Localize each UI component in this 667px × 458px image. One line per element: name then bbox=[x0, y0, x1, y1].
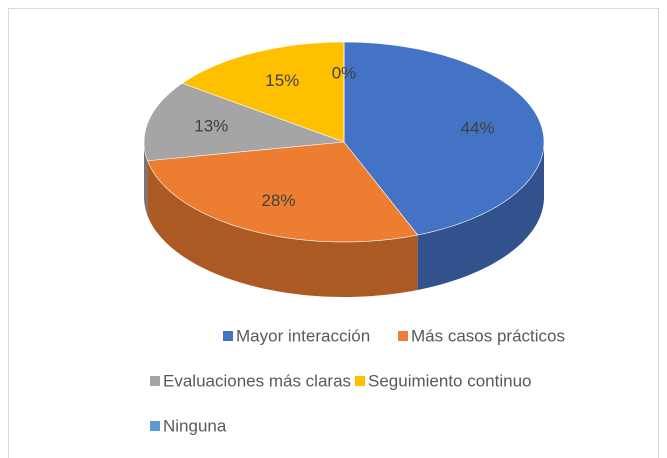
data-label: 0% bbox=[332, 63, 357, 82]
legend-swatch bbox=[398, 331, 408, 341]
data-label: 44% bbox=[461, 119, 495, 138]
slice-side bbox=[147, 160, 418, 297]
slice-side bbox=[417, 142, 544, 290]
legend-label: Evaluaciones más claras bbox=[163, 371, 351, 390]
chart-border bbox=[8, 8, 659, 458]
data-label: 15% bbox=[265, 71, 299, 90]
legend-label: Mayor interacción bbox=[236, 326, 370, 345]
slice bbox=[343, 41, 545, 236]
slice bbox=[147, 141, 419, 243]
legend-swatch bbox=[150, 421, 160, 431]
legend-swatch bbox=[150, 376, 160, 386]
data-label: 28% bbox=[261, 191, 295, 210]
legend-swatch bbox=[355, 376, 365, 386]
slice bbox=[143, 82, 345, 162]
legend-label: Más casos prácticos bbox=[411, 326, 565, 345]
legend-label: Ninguna bbox=[163, 416, 227, 435]
legend-label: Seguimiento continuo bbox=[368, 371, 532, 390]
data-label: 13% bbox=[194, 117, 228, 136]
slice bbox=[181, 41, 345, 143]
slice-side bbox=[144, 142, 148, 216]
legend-swatch bbox=[223, 331, 233, 341]
